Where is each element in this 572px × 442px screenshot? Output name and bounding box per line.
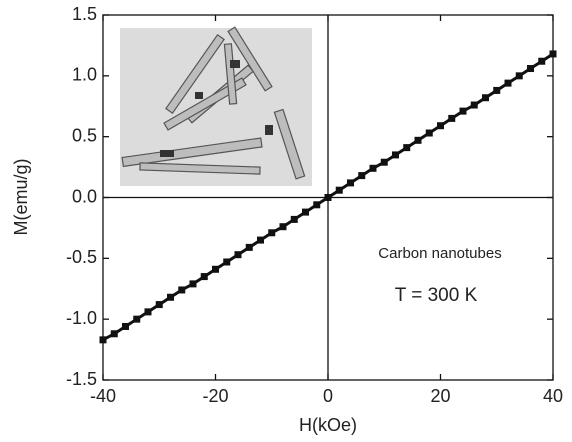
data-point (268, 229, 276, 237)
data-point (279, 223, 287, 231)
y-tick-label: -0.5 (66, 247, 97, 267)
data-point (178, 286, 186, 294)
data-point (335, 186, 343, 194)
data-point (110, 330, 118, 338)
data-point (133, 315, 141, 323)
y-tick-label: -1.5 (66, 369, 97, 389)
data-point (212, 265, 219, 273)
data-point (414, 136, 422, 144)
data-point (358, 172, 366, 180)
data-point (223, 258, 231, 266)
x-axis-label: H(kOe) (299, 415, 357, 435)
data-point (493, 86, 501, 94)
data-point (144, 308, 152, 316)
data-point (369, 164, 377, 172)
x-tick-label: -20 (202, 386, 228, 406)
y-axis-label: M(emu/g) (11, 158, 31, 235)
data-point (504, 79, 512, 87)
data-point (515, 72, 523, 80)
y-tick-label: 1.0 (72, 65, 97, 85)
data-point (257, 236, 264, 244)
y-tick-label: 0.0 (72, 186, 97, 206)
data-point (392, 151, 399, 159)
data-point (313, 201, 321, 209)
data-point (448, 114, 456, 122)
data-point (324, 194, 332, 201)
x-tick-label: -40 (90, 386, 116, 406)
data-point (527, 65, 534, 73)
data-point (380, 158, 388, 166)
data-point (482, 94, 489, 102)
data-point (403, 144, 411, 152)
y-tick-label: -1.0 (66, 308, 97, 328)
y-tick-label: 1.5 (72, 4, 97, 24)
data-point (290, 215, 298, 223)
data-point (167, 293, 174, 301)
data-point (347, 179, 354, 187)
x-tick-label: 20 (430, 386, 450, 406)
annotation: Carbon nanotubes (378, 245, 501, 262)
x-tick-label: 0 (323, 386, 333, 406)
data-point (122, 322, 129, 330)
data-point (459, 107, 467, 115)
data-point (155, 301, 163, 309)
data-point (437, 122, 444, 130)
data-point (549, 50, 557, 58)
data-point (245, 243, 253, 251)
data-point (234, 251, 242, 259)
annotation: T = 300 K (395, 285, 478, 306)
data-point (200, 273, 208, 281)
data-point (99, 336, 107, 344)
data-point (425, 129, 433, 137)
data-point (470, 101, 478, 109)
inset-image (120, 26, 312, 186)
x-tick-label: 40 (543, 386, 563, 406)
data-point (189, 280, 197, 288)
data-point (302, 208, 309, 216)
data-point (538, 57, 546, 65)
y-tick-label: 0.5 (72, 125, 97, 145)
